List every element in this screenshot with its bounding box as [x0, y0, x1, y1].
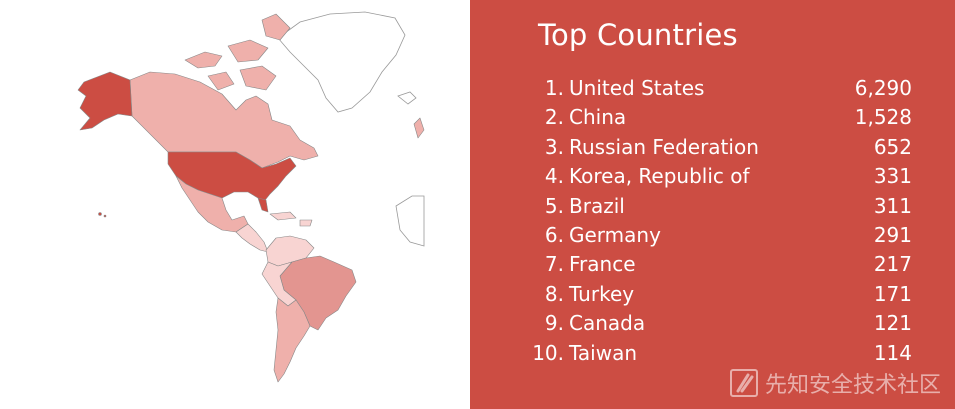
list-item[interactable]: 8. Turkey 171 [522, 282, 912, 311]
map-region-greenland[interactable] [277, 11, 406, 113]
list-item[interactable]: 9. Canada 121 [522, 311, 912, 340]
list-item[interactable]: 7. France 217 [522, 252, 912, 281]
rank-number: 1. [544, 76, 564, 100]
list-item[interactable]: 10. Taiwan 114 [522, 341, 912, 370]
watermark: 先知安全技术社区 [729, 367, 941, 399]
country-count: 121 [873, 311, 912, 336]
map-region-africa-edge[interactable] [395, 195, 425, 247]
country-count: 6,290 [854, 76, 912, 100]
country-name: China [569, 105, 627, 130]
map-region-hawaii[interactable] [98, 212, 102, 216]
country-count: 217 [873, 252, 912, 277]
country-count: 311 [873, 193, 912, 218]
map-region-hawaii-2[interactable] [103, 214, 107, 218]
country-name: France [569, 252, 636, 277]
rank-number: 5. [544, 193, 564, 218]
list-item[interactable]: 1. United States 6,290 [522, 76, 912, 105]
choropleth-map[interactable] [0, 0, 470, 409]
watermark-text: 先知安全技术社区 [764, 373, 941, 398]
rank-number: 3. [544, 134, 564, 159]
map-region-mexico[interactable] [175, 175, 249, 233]
map-region-southern-cone[interactable] [273, 297, 311, 383]
top-countries-panel: Top Countries 1. United States 6,290 2. … [470, 0, 955, 409]
map-region-caribbean[interactable] [269, 211, 313, 227]
map-region-alaska[interactable] [77, 71, 133, 131]
country-count: 1,528 [854, 105, 912, 130]
map-region-iceland[interactable] [397, 91, 417, 105]
list-item[interactable]: 6. Germany 291 [522, 223, 912, 252]
list-item[interactable]: 2. China 1,528 [522, 105, 912, 134]
country-count: 114 [873, 340, 912, 365]
country-count: 331 [873, 164, 912, 189]
rank-number: 9. [544, 311, 564, 336]
country-name: United States [569, 76, 705, 100]
rank-number: 8. [544, 281, 564, 306]
list-item[interactable]: 5. Brazil 311 [522, 194, 912, 223]
rank-number: 4. [544, 164, 564, 189]
country-name: Germany [569, 222, 661, 247]
map-region-europe-edge[interactable] [413, 117, 425, 139]
country-name: Taiwan [569, 340, 638, 365]
country-count: 652 [873, 134, 912, 159]
country-name: Brazil [569, 193, 625, 218]
rank-number: 7. [544, 252, 564, 277]
country-name: Russian Federation [569, 134, 759, 159]
map-region-florida[interactable] [257, 197, 269, 213]
country-count: 171 [873, 281, 912, 306]
americas-map-svg [77, 11, 425, 383]
country-count: 291 [873, 222, 912, 247]
rank-number: 2. [544, 105, 564, 130]
list-item[interactable]: 3. Russian Federation 652 [522, 135, 912, 164]
country-ranking-list: 1. United States 6,290 2. China 1,528 3.… [522, 76, 912, 370]
panel-title: Top Countries [538, 18, 738, 52]
country-name: Turkey [569, 281, 635, 306]
xianzhi-logo-icon [729, 368, 759, 398]
rank-number: 10. [532, 340, 564, 365]
country-name: Canada [569, 311, 646, 336]
map-region-canada-islands[interactable] [184, 13, 291, 91]
rank-number: 6. [544, 222, 564, 247]
country-name: Korea, Republic of [569, 164, 750, 189]
list-item[interactable]: 4. Korea, Republic of 331 [522, 164, 912, 193]
